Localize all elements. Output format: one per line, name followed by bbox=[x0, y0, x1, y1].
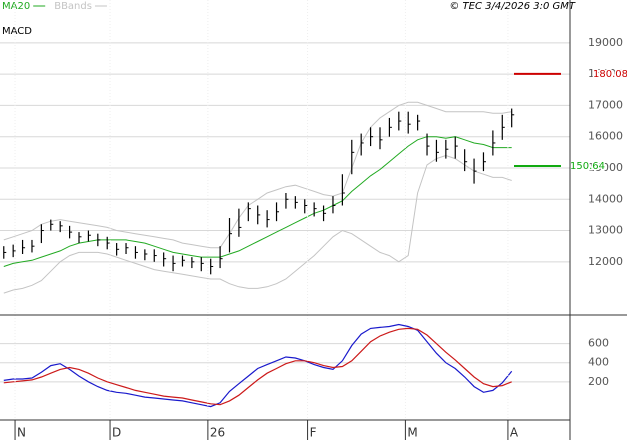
y-tick-label: 18000 bbox=[588, 67, 623, 80]
x-tick-label: M bbox=[407, 426, 417, 440]
macd-line bbox=[3, 323, 513, 408]
x-tick-label: N bbox=[17, 426, 26, 440]
y-tick-label: 15000 bbox=[588, 161, 623, 174]
level-label: 150.64 bbox=[570, 161, 605, 172]
source: © TEC 3/4/2026 3:0 GMT bbox=[449, 1, 576, 12]
band-upper bbox=[3, 101, 512, 249]
y-tick-label: 19000 bbox=[588, 36, 623, 49]
y-tick-label: 16000 bbox=[588, 130, 623, 143]
y-tick-label: 17000 bbox=[588, 98, 623, 111]
level-label: 180.08 bbox=[593, 69, 627, 80]
macd-line bbox=[3, 327, 512, 406]
y-tick-label: 400 bbox=[588, 356, 609, 369]
x-tick-label: F bbox=[310, 426, 317, 440]
y-tick-label: 12000 bbox=[588, 255, 623, 268]
y-tick-label: 14000 bbox=[588, 192, 623, 205]
x-tick-label: A bbox=[510, 426, 519, 440]
y-tick-label: 200 bbox=[588, 375, 609, 388]
panel-title: MACD bbox=[2, 26, 32, 37]
legend-label: BBands bbox=[54, 1, 92, 12]
legend-label: MA20 bbox=[2, 1, 30, 12]
y-tick-label: 13000 bbox=[588, 224, 623, 237]
band-lower bbox=[3, 154, 512, 294]
x-tick-label: D bbox=[112, 426, 121, 440]
y-tick-label: 600 bbox=[588, 337, 609, 350]
x-tick-label: 26 bbox=[210, 426, 225, 440]
